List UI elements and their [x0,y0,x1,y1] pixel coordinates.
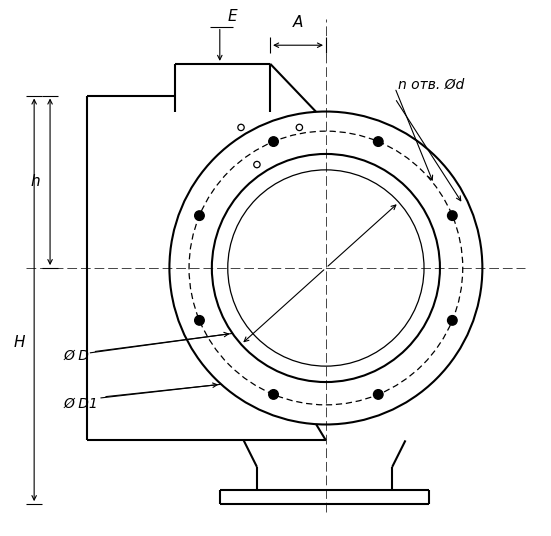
Circle shape [269,137,278,146]
Circle shape [447,316,457,325]
Text: h: h [30,174,40,189]
Text: A: A [293,16,303,31]
Circle shape [374,137,383,146]
Text: E: E [228,9,237,24]
Circle shape [195,316,204,325]
Text: Ø D1: Ø D1 [63,396,98,410]
Circle shape [374,390,383,399]
Circle shape [269,390,278,399]
Circle shape [195,211,204,220]
Text: Ø D: Ø D [63,348,89,362]
Text: n отв. Ød: n отв. Ød [397,78,464,92]
Circle shape [447,211,457,220]
Text: H: H [14,335,25,350]
